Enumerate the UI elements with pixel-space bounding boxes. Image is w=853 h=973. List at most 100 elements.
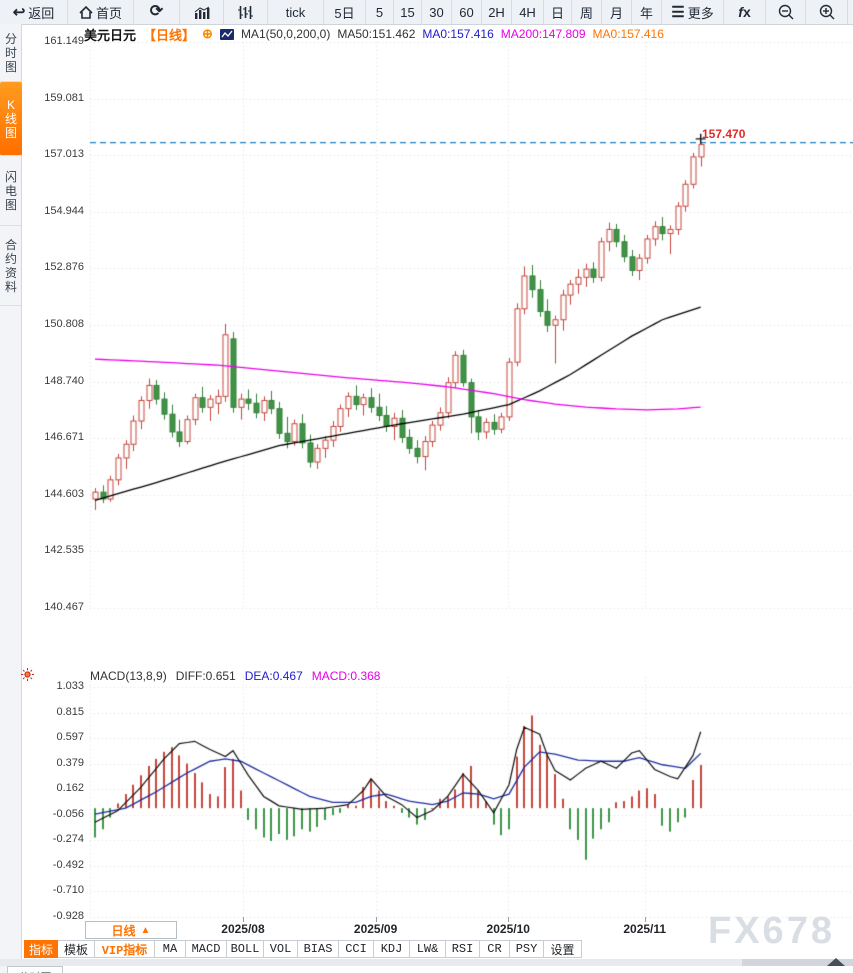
toolbar-item-refresh[interactable]: ⟳ xyxy=(134,0,180,24)
indicator-tab-psy[interactable]: PSY xyxy=(510,940,544,958)
indicator-tab-lw[interactable]: LW& xyxy=(410,940,446,958)
toolbar-item-more[interactable]: ☰ 更多 xyxy=(662,0,724,24)
toolbar-item-home[interactable]: 首页 xyxy=(68,0,134,24)
toolbar-item-year[interactable]: 年 xyxy=(632,0,662,24)
sidebar-item-label-char: 线 xyxy=(4,111,17,126)
column-chart-icon xyxy=(194,6,210,19)
indicator-tab-cci[interactable]: CCI xyxy=(339,940,374,958)
price-axis-label: 157.013 xyxy=(44,148,84,161)
horizontal-scrollbar-handle[interactable] xyxy=(742,959,853,966)
x-axis-tick xyxy=(242,917,244,922)
indicator-tab-bias[interactable]: BIAS xyxy=(298,940,339,958)
indicator-tab-rsi[interactable]: RSI xyxy=(446,940,480,958)
toolbar-item-tick[interactable]: tick xyxy=(268,0,324,24)
price-axis-label: 146.671 xyxy=(44,431,84,444)
x-axis-label: 2025/11 xyxy=(623,922,667,936)
indicator-tab-settings[interactable]: 设置 xyxy=(544,940,582,958)
indicator-tab-ma[interactable]: MA xyxy=(155,940,186,958)
macd-header: MACD(13,8,9) DIFF:0.651 DEA:0.467 MACD:0… xyxy=(90,669,380,683)
sidebar-item-contract-info[interactable]: 合约资料 xyxy=(0,226,22,306)
period-dropdown-button[interactable]: 日线 ▲ xyxy=(85,921,177,939)
toolbar-item-day[interactable]: 日 xyxy=(544,0,572,24)
refresh-icon: ⟳ xyxy=(149,3,164,20)
toolbar-item-4h[interactable]: 4H xyxy=(512,0,544,24)
add-indicator-icon[interactable]: ⊕ xyxy=(202,26,213,41)
indicator-tab-indicator[interactable]: 指标 xyxy=(24,940,58,958)
zoom-out-icon xyxy=(778,4,794,20)
toolbar-item-fx[interactable]: fx xyxy=(724,0,766,24)
toolbar-item-zoom-in[interactable] xyxy=(806,0,848,24)
zoom-in-icon xyxy=(819,4,835,20)
indicator-settings-icon[interactable] xyxy=(21,668,34,686)
sidebar-item-flash-chart[interactable]: 闪电图 xyxy=(0,156,22,226)
toolbar-item-back[interactable]: ↩ 返回 xyxy=(0,0,68,24)
last-price-tag: 157.470 xyxy=(702,127,746,141)
ma0-value-orange: MA0:157.416 xyxy=(592,27,664,41)
top-toolbar: ↩ 返回 首页 ⟳ tick 5日 5 15 30 60 2H 4H 日周月年 ☰ 更多 fx xyxy=(0,0,853,25)
toolbar-item-column-chart[interactable] xyxy=(180,0,224,24)
x-axis-tick xyxy=(644,917,646,922)
sidebar-item-label-char: 图 xyxy=(4,197,17,212)
chart-header: 美元日元 【日线】 ⊕ MA1(50,0,200,0) MA50:151.462… xyxy=(84,26,664,43)
sidebar-item-label-char: 闪 xyxy=(4,169,17,184)
sidebar-item-label-char: 合 xyxy=(4,237,17,252)
price-axis-label: 140.467 xyxy=(44,601,84,613)
indicator-tab-kdj[interactable]: KDJ xyxy=(374,940,410,958)
sidebar-item-label-char: 分 xyxy=(4,31,17,46)
toolbar-item-60[interactable]: 60 xyxy=(452,0,482,24)
macd-axis-label: 0.815 xyxy=(56,705,84,718)
indicator-tab-vol[interactable]: VOL xyxy=(264,940,298,958)
home-icon xyxy=(79,5,93,19)
ma0-value-blue: MA0:157.416 xyxy=(422,27,494,41)
symbol-label: 美元日元 xyxy=(84,27,137,43)
price-axis-label: 144.603 xyxy=(44,487,84,500)
toolbar-item-2h[interactable]: 2H xyxy=(482,0,512,24)
indicator-tab-boll[interactable]: BOLL xyxy=(227,940,264,958)
toolbar-item-label: 4H xyxy=(519,4,536,20)
collapse-panel-button[interactable] xyxy=(827,958,845,966)
toolbar-item-label: 30 xyxy=(429,4,444,20)
toolbar-item-label: 2H xyxy=(488,4,505,20)
toolbar-item-5[interactable]: 5 xyxy=(366,0,394,24)
indicator-tab-vip-indicator[interactable]: VIP指标 xyxy=(95,940,155,958)
toolbar-item-zoom-out[interactable] xyxy=(766,0,806,24)
macd-axis-label: -0.710 xyxy=(52,884,84,897)
ma50-value: MA50:151.462 xyxy=(337,27,416,41)
back-icon: ↩ xyxy=(12,3,26,21)
sidebar-item-time-chart[interactable]: 分时图 xyxy=(0,24,22,82)
price-axis-label: 148.740 xyxy=(44,374,84,387)
toolbar-item-5d[interactable]: 5日 xyxy=(324,0,366,24)
toolbar-item-label: 日 xyxy=(550,5,564,21)
macd-dea-value: DEA:0.467 xyxy=(244,669,303,683)
ma200-value: MA200:147.809 xyxy=(500,27,586,41)
indicator-tab-template[interactable]: 模板 xyxy=(58,940,95,958)
partial-bottom-tab[interactable]: 分时图 xyxy=(7,966,63,973)
macd-axis-label: 0.379 xyxy=(56,756,84,769)
x-axis-tick xyxy=(508,917,510,922)
toolbar-item-30[interactable]: 30 xyxy=(422,0,452,24)
toolbar-item-label: 60 xyxy=(459,4,474,20)
indicator-tab-macd[interactable]: MACD xyxy=(186,940,227,958)
kline-settings-icon[interactable] xyxy=(219,28,234,40)
toolbar-item-label: 15 xyxy=(400,4,415,20)
period-label: 【日线】 xyxy=(143,27,196,43)
toolbar-item-15[interactable]: 15 xyxy=(394,0,422,24)
macd-title: MACD(13,8,9) xyxy=(90,669,167,683)
macd-axis-label: -0.056 xyxy=(52,807,84,820)
sidebar-item-label-char: K xyxy=(6,97,15,112)
horizontal-scrollbar-track[interactable] xyxy=(0,959,853,966)
sidebar-item-label-char: 约 xyxy=(4,251,17,266)
macd-axis-label: 0.162 xyxy=(56,782,84,795)
macd-diff-value: DIFF:0.651 xyxy=(175,669,236,683)
toolbar-item-week[interactable]: 周 xyxy=(572,0,602,24)
toolbar-item-month[interactable]: 月 xyxy=(602,0,632,24)
sidebar-item-label-char: 资 xyxy=(4,265,17,280)
partial-bottom-tab-label: 分时图 xyxy=(8,969,62,973)
indicator-tab-cr[interactable]: CR xyxy=(480,940,510,958)
toolbar-item-candle-chart[interactable] xyxy=(224,0,268,24)
sidebar-item-label-char: 料 xyxy=(4,279,17,294)
sidebar-item-label-char: 电 xyxy=(4,183,17,198)
